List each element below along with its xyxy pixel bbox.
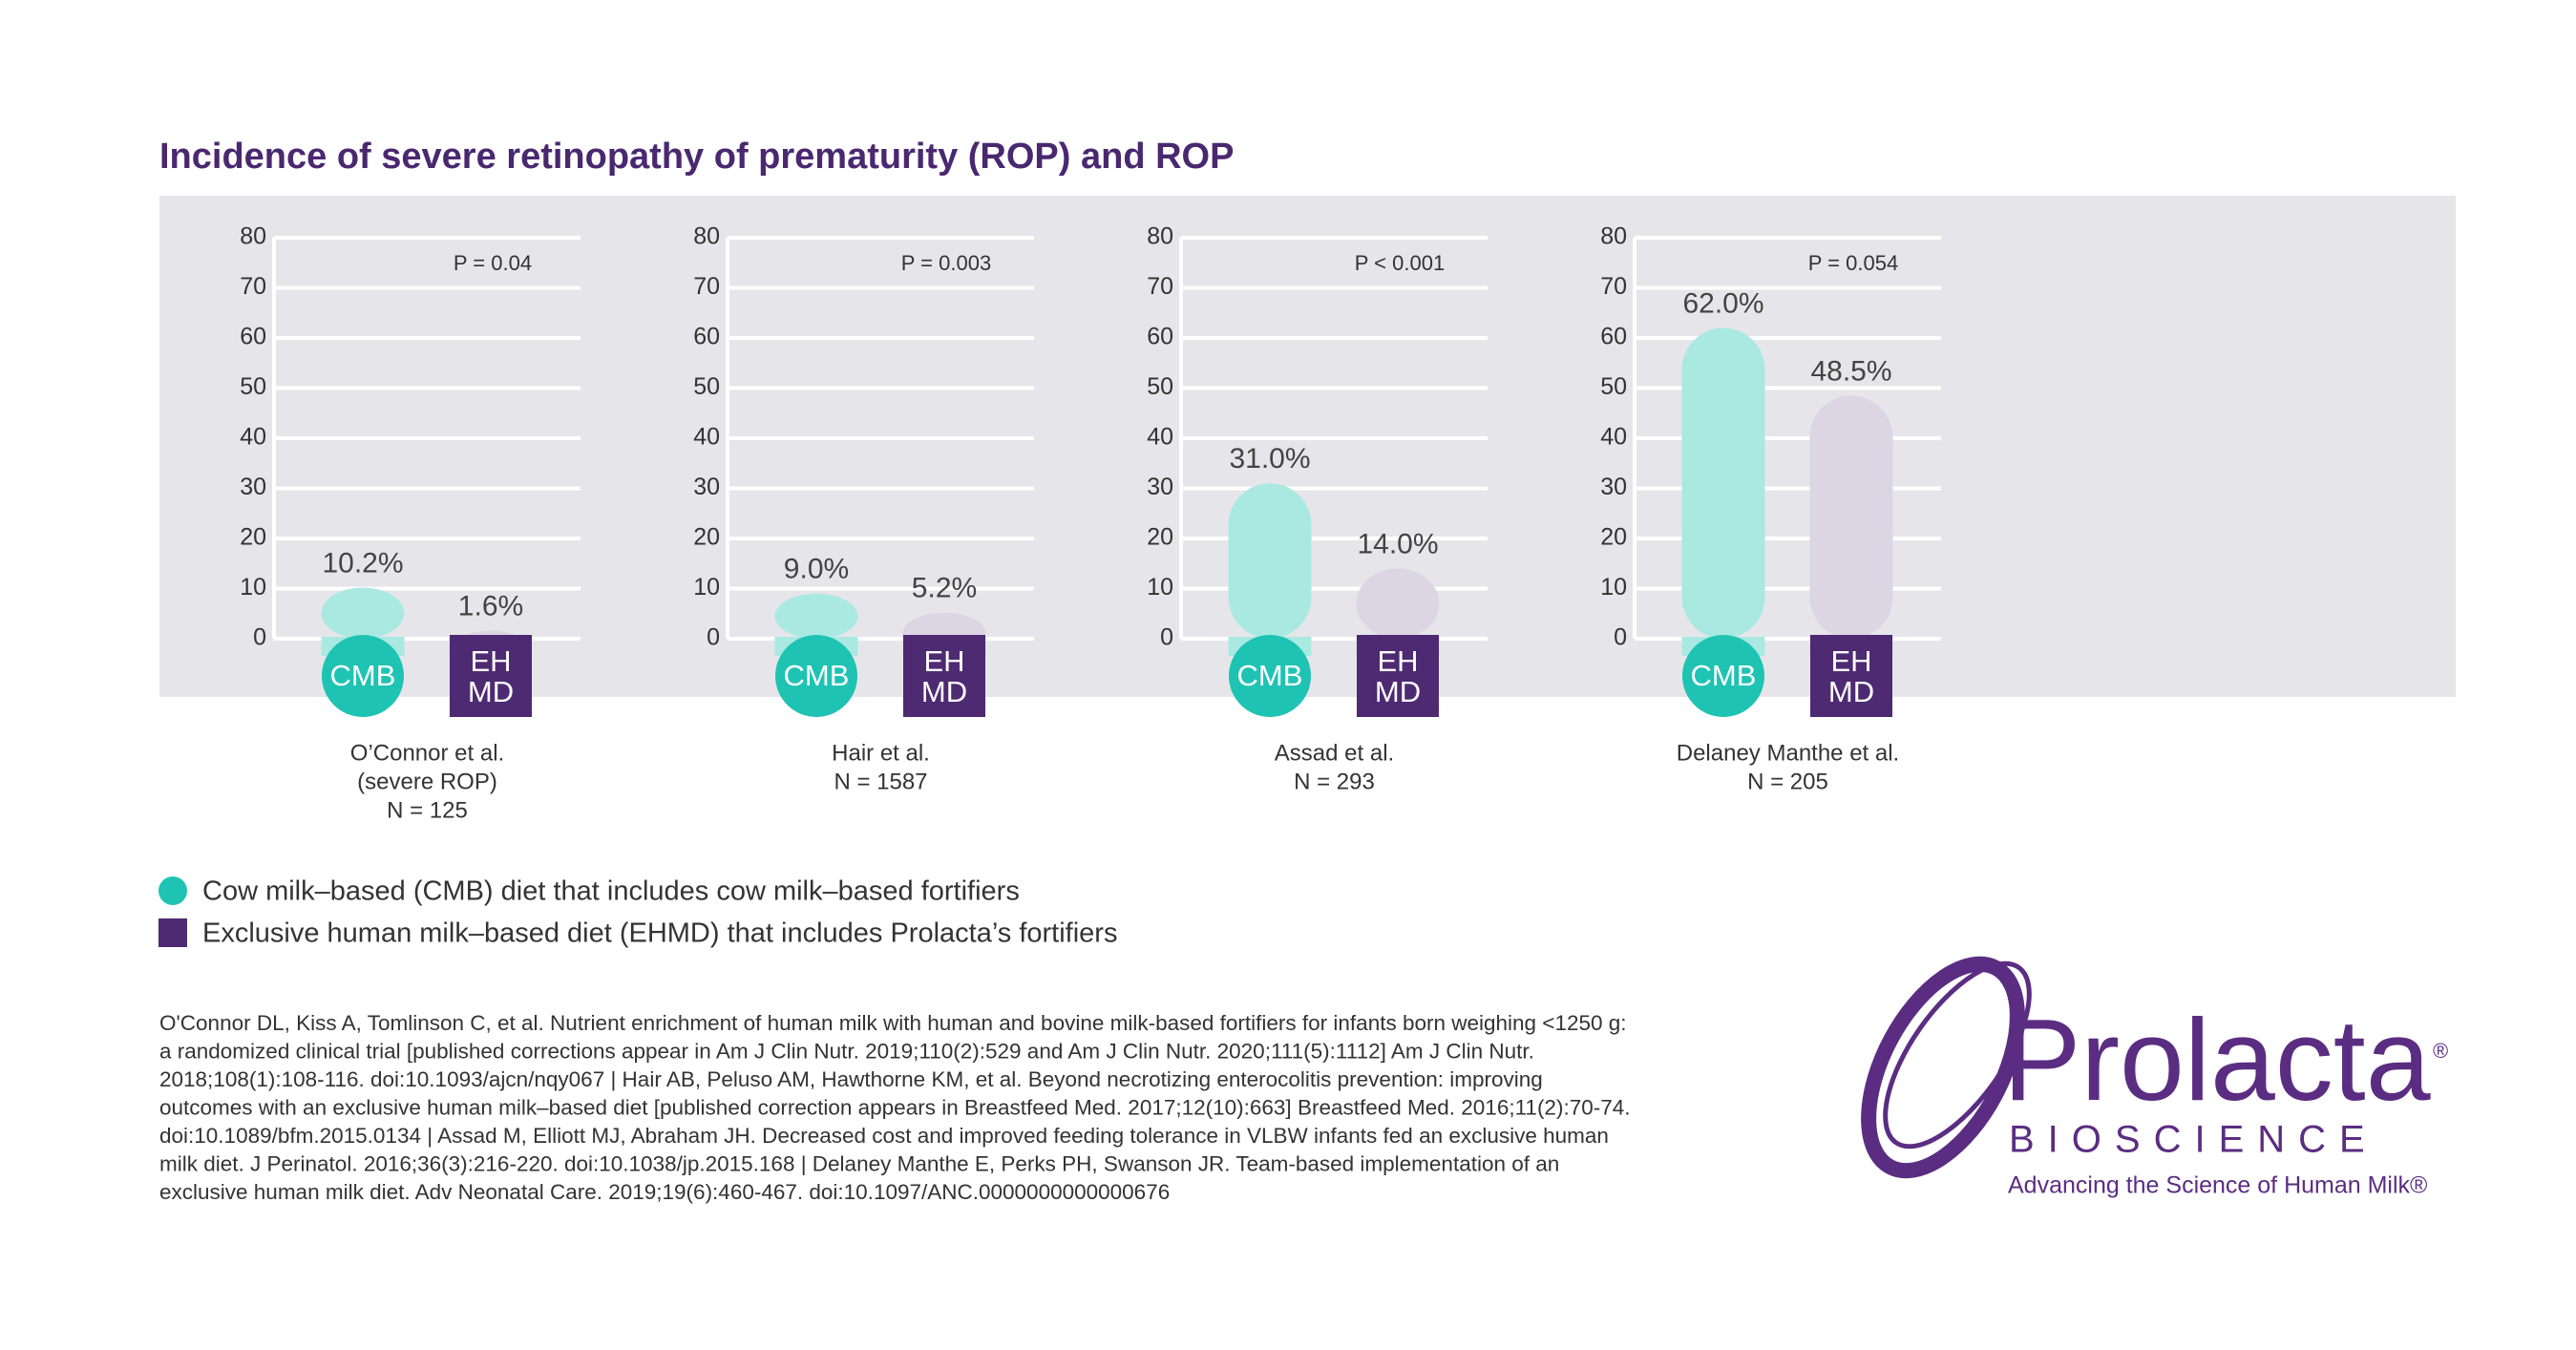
y-tick-label: 30 bbox=[1600, 474, 1627, 500]
cmb-marker bbox=[775, 635, 857, 717]
study-caption: (severe ROP) bbox=[357, 769, 497, 794]
y-tick-label: 10 bbox=[1600, 574, 1627, 601]
y-tick-label: 0 bbox=[707, 624, 720, 651]
study-caption: Hair et al. bbox=[832, 740, 930, 766]
y-tick-label: 40 bbox=[240, 424, 266, 451]
bar bbox=[1356, 568, 1440, 639]
reference-line: a randomized clinical trial [published c… bbox=[159, 1039, 1534, 1063]
value-label: 9.0% bbox=[784, 554, 849, 585]
y-tick-label: 60 bbox=[1147, 324, 1173, 350]
ehmd-marker bbox=[450, 635, 532, 717]
study-caption: N = 293 bbox=[1294, 769, 1375, 794]
logo-subtitle: BIOSCIENCE bbox=[2009, 1119, 2378, 1161]
reference-line: O'Connor DL, Kiss A, Tomlinson C, et al.… bbox=[159, 1011, 1627, 1035]
y-tick-label: 40 bbox=[1600, 424, 1627, 451]
reference-line: exclusive human milk diet. Adv Neonatal … bbox=[159, 1180, 1170, 1204]
study-caption: N = 125 bbox=[387, 797, 468, 823]
y-tick-label: 50 bbox=[1147, 373, 1173, 400]
study-caption: N = 1587 bbox=[834, 769, 927, 794]
p-value: P = 0.003 bbox=[901, 251, 991, 275]
logo-name: Prolacta bbox=[2003, 995, 2431, 1125]
y-tick-label: 80 bbox=[240, 223, 266, 250]
y-tick-label: 50 bbox=[693, 373, 720, 400]
ehmd-marker bbox=[903, 635, 985, 717]
reference-line: milk diet. J Perinatol. 2016;36(3):216-2… bbox=[159, 1151, 1559, 1175]
y-tick-label: 0 bbox=[1614, 624, 1627, 651]
bar bbox=[774, 593, 858, 639]
value-label: 1.6% bbox=[458, 591, 523, 622]
study-caption: O’Connor et al. bbox=[350, 740, 504, 766]
y-tick-label: 20 bbox=[693, 524, 720, 551]
y-tick-label: 80 bbox=[1147, 223, 1173, 250]
category-label: EH MD bbox=[1827, 644, 1875, 708]
cmb-marker bbox=[1229, 635, 1311, 717]
y-tick-label: 30 bbox=[240, 474, 266, 500]
category-label: CMB bbox=[330, 659, 396, 692]
y-tick-label: 20 bbox=[1147, 524, 1173, 551]
y-tick-label: 0 bbox=[253, 624, 266, 651]
cmb-marker bbox=[1682, 635, 1764, 717]
y-tick-label: 60 bbox=[1600, 324, 1627, 350]
p-value: P = 0.054 bbox=[1808, 251, 1898, 275]
value-label: 62.0% bbox=[1682, 287, 1763, 319]
legend-label: Cow milk–based (CMB) diet that includes … bbox=[202, 876, 1020, 907]
bar bbox=[1228, 483, 1312, 639]
value-label: 10.2% bbox=[322, 547, 403, 579]
value-label: 31.0% bbox=[1229, 443, 1310, 475]
reference-line: outcomes with an exclusive human milk–ba… bbox=[159, 1095, 1631, 1119]
y-tick-label: 70 bbox=[1147, 273, 1173, 300]
p-value: P = 0.04 bbox=[454, 251, 532, 275]
legend-label: Exclusive human milk–based diet (EHMD) t… bbox=[202, 918, 1117, 949]
study-caption: Delaney Manthe et al. bbox=[1677, 740, 1899, 766]
y-tick-label: 70 bbox=[1600, 273, 1627, 300]
y-tick-label: 80 bbox=[1600, 223, 1627, 250]
y-tick-label: 70 bbox=[240, 273, 266, 300]
y-tick-label: 10 bbox=[693, 574, 720, 601]
y-tick-label: 60 bbox=[693, 324, 720, 350]
value-label: 5.2% bbox=[912, 573, 977, 604]
legend-swatch bbox=[158, 876, 187, 905]
y-tick-label: 80 bbox=[693, 223, 720, 250]
cmb-marker bbox=[322, 635, 404, 717]
y-tick-label: 30 bbox=[693, 474, 720, 500]
bar bbox=[1809, 395, 1893, 639]
logo-tagline: Advancing the Science of Human Milk® bbox=[2008, 1172, 2428, 1199]
category-label: CMB bbox=[1691, 659, 1757, 692]
value-label: 48.5% bbox=[1810, 355, 1891, 387]
ehmd-marker bbox=[1810, 635, 1892, 717]
reference-line: 2018;108(1):108-116. doi:10.1093/ajcn/nq… bbox=[159, 1067, 1543, 1091]
category-label: EH MD bbox=[920, 644, 968, 708]
y-tick-label: 10 bbox=[240, 574, 266, 601]
category-label: CMB bbox=[784, 659, 850, 692]
y-tick-label: 30 bbox=[1147, 474, 1173, 500]
y-tick-label: 50 bbox=[1600, 373, 1627, 400]
legend-swatch bbox=[158, 918, 187, 947]
category-label: EH MD bbox=[467, 644, 515, 708]
study-caption: N = 205 bbox=[1747, 769, 1828, 794]
logo-swoosh bbox=[1861, 956, 2032, 1179]
y-tick-label: 20 bbox=[240, 524, 266, 551]
y-tick-label: 40 bbox=[693, 424, 720, 451]
category-label: EH MD bbox=[1374, 644, 1422, 708]
bar bbox=[1681, 327, 1765, 639]
study-caption: Assad et al. bbox=[1275, 740, 1394, 766]
ehmd-marker bbox=[1357, 635, 1439, 717]
p-value: P < 0.001 bbox=[1355, 251, 1445, 275]
y-tick-label: 70 bbox=[693, 273, 720, 300]
y-tick-label: 20 bbox=[1600, 524, 1627, 551]
y-tick-label: 60 bbox=[240, 324, 266, 350]
value-label: 14.0% bbox=[1357, 528, 1438, 559]
y-tick-label: 10 bbox=[1147, 574, 1173, 601]
logo-registered: ® bbox=[2433, 1039, 2448, 1063]
y-tick-label: 0 bbox=[1160, 624, 1173, 651]
y-tick-label: 40 bbox=[1147, 424, 1173, 451]
y-tick-label: 50 bbox=[240, 373, 266, 400]
reference-line: doi:10.1089/bfm.2015.0134 | Assad M, Ell… bbox=[159, 1124, 1609, 1148]
chart-title: Incidence of severe retinopathy of prema… bbox=[159, 137, 1234, 177]
category-label: CMB bbox=[1237, 659, 1303, 692]
bar bbox=[321, 587, 405, 639]
